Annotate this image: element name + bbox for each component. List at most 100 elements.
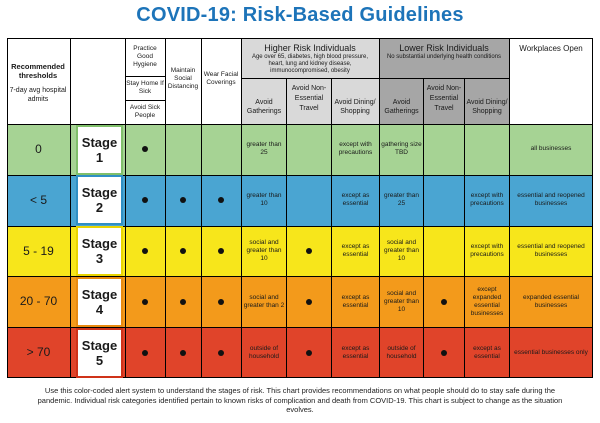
cell-workplaces: essential businesses only (514, 348, 588, 356)
recommended-dot (218, 248, 224, 254)
cell-workplaces: essential and reopened businesses (517, 242, 585, 258)
hr-avoid-travel-label: Avoid Non-Essential Travel (291, 85, 327, 112)
recommended-dot (306, 248, 312, 254)
recommended-dot (180, 248, 186, 254)
social-distancing-label: Maintain Social Distancing (167, 67, 199, 90)
lower-risk-title: Lower Risk Individuals (399, 43, 489, 53)
cell-lr-gatherings: social and greater than 10 (383, 289, 420, 313)
stage-badge: Stage 4 (76, 276, 123, 327)
stage-badge: Stage 5 (76, 327, 123, 378)
grid-line (331, 78, 332, 378)
table-frame (7, 38, 593, 378)
grid-line (70, 38, 71, 378)
cell-lr-gatherings: gathering size TBD (381, 141, 422, 157)
stage-badge: Stage 2 (76, 175, 123, 226)
stage-number: 3 (95, 251, 104, 267)
page-title: COVID-19: Risk-Based Guidelines (136, 4, 464, 26)
grid-line (125, 38, 126, 378)
stage-number: 5 (95, 352, 104, 368)
recommended-dot (180, 349, 186, 356)
grid-line (379, 38, 380, 378)
lower-risk-header-bg (379, 38, 509, 124)
recommended-dot (180, 298, 186, 305)
recommended-dot (441, 349, 447, 356)
recommended-dot (218, 197, 224, 204)
stage-label: Stage (81, 236, 118, 252)
grid-line (423, 78, 424, 378)
cell-lr-gatherings: outside of household (386, 344, 417, 360)
cell-hr-dining: except as essential (341, 293, 370, 309)
stage-badge: Stage 3 (76, 226, 123, 277)
stage-label: Stage (81, 185, 118, 201)
cell-hr-dining: except with precautions (338, 141, 373, 157)
threshold-value: 20 - 70 (19, 294, 58, 309)
grid-line (286, 78, 287, 378)
stage-label: Stage (81, 337, 118, 353)
grid-line (464, 78, 465, 378)
facial-coverings-label: Wear Facial Coverings (203, 71, 239, 86)
cell-hr-gatherings: social and greater than 10 (246, 238, 282, 262)
threshold-value: 0 (35, 142, 42, 156)
recommended-dot (142, 298, 148, 305)
threshold-value: < 5 (29, 192, 47, 207)
cell-hr-gatherings: greater than 25 (246, 141, 282, 157)
avoid-sick-label: Avoid Sick People (129, 104, 161, 119)
practice-hygiene-label: Practice Good Hygiene (133, 45, 157, 68)
recommended-dot (218, 298, 224, 305)
workplaces-open-label: Workplaces Open (519, 44, 583, 53)
recommended-dot (218, 349, 224, 356)
stay-home-label: Stay Home If Sick (126, 80, 164, 95)
thresholds-title: Recommended thresholds (11, 62, 65, 80)
cell-workplaces: expanded essential businesses (522, 293, 579, 309)
cell-hr-dining: except as essential (341, 192, 370, 208)
cell-lr-dining: except as essential (473, 344, 501, 360)
recommended-dot (142, 349, 148, 356)
cell-hr-dining: except as essential (341, 344, 370, 360)
hr-avoid-gatherings-label: Avoid Gatherings (246, 99, 282, 115)
lr-avoid-gatherings-label: Avoid Gatherings (384, 99, 419, 115)
threshold-value: > 70 (26, 345, 51, 360)
grid-line (165, 38, 166, 378)
grid-line (7, 124, 593, 125)
cell-lr-dining: except with precautions (470, 242, 504, 258)
cell-lr-dining: except expanded essential businesses (470, 285, 504, 317)
grid-line (509, 38, 510, 378)
stage-number: 2 (95, 200, 104, 216)
recommended-dot (441, 298, 447, 305)
grid-line (201, 38, 202, 378)
cell-workplaces: all businesses (530, 145, 572, 153)
recommended-dot (180, 197, 186, 204)
higher-risk-title: Higher Risk Individuals (264, 43, 356, 53)
cell-hr-dining: except as essential (341, 242, 370, 258)
lr-avoid-travel-label: Avoid Non-Essential Travel (426, 85, 462, 112)
stage-number: 4 (95, 301, 104, 317)
stage-label: Stage (81, 286, 118, 302)
cell-lr-gatherings: greater than 25 (383, 192, 420, 208)
hr-avoid-dining-label: Avoid Dining/ Shopping (334, 99, 376, 115)
recommended-dot (142, 146, 148, 153)
lr-avoid-dining-label: Avoid Dining/ Shopping (466, 99, 508, 115)
cell-workplaces: essential and reopened businesses (517, 192, 585, 208)
thresholds-subtitle: 7-day avg hospital admits (9, 87, 67, 103)
cell-hr-gatherings: greater than 10 (246, 192, 282, 208)
cell-hr-gatherings: outside of household (249, 344, 279, 360)
grid-line (241, 38, 242, 378)
grid-line (125, 76, 165, 77)
cell-hr-gatherings: social and greater than 2 (243, 293, 285, 309)
grid-line (241, 78, 509, 79)
recommended-dot (306, 298, 312, 305)
stage-number: 1 (95, 149, 104, 165)
recommended-dot (142, 248, 148, 254)
cell-lr-gatherings: social and greater than 10 (383, 238, 420, 262)
threshold-value: 5 - 19 (23, 243, 54, 258)
stage-label: Stage (81, 134, 118, 150)
higher-risk-header-bg (241, 38, 379, 124)
cell-lr-dining: except with precautions (470, 192, 504, 208)
recommended-dot (142, 197, 148, 204)
lower-risk-subtitle: No substantial underlying health conditi… (386, 54, 502, 60)
stage-badge: Stage 1 (76, 124, 123, 175)
caption: Use this color-coded alert system to und… (37, 386, 563, 414)
recommended-dot (306, 349, 312, 356)
higher-risk-subtitle: Age over 65, diabetes, high blood pressu… (251, 54, 369, 74)
grid-line (125, 100, 165, 101)
